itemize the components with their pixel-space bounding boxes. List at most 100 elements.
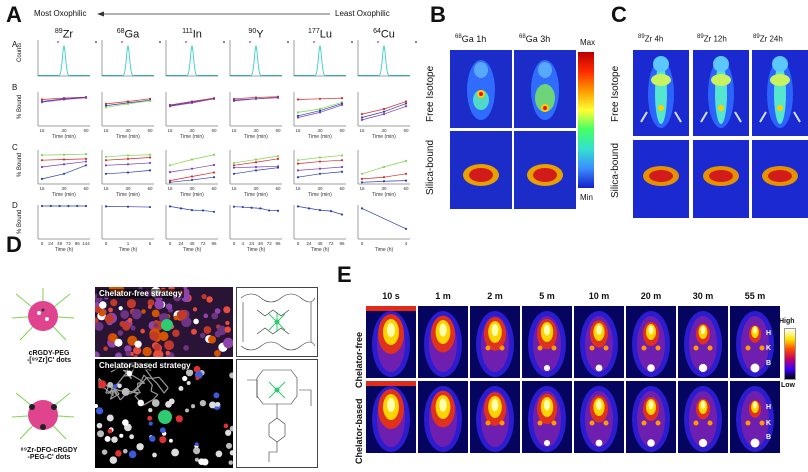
- gamma-spectrum-zr: [38, 40, 97, 76]
- time-label-2: 2 m: [470, 291, 520, 301]
- row-b-plot-zr: 15 30 60 Time (min): [38, 92, 90, 140]
- svg-text:96: 96: [211, 241, 217, 246]
- svg-text:48: 48: [189, 241, 195, 246]
- panel-e-row2-label: Chelator-based: [354, 398, 364, 464]
- chelator-based-dot-illustration: [8, 385, 78, 445]
- chelator-free-frame-0: [366, 306, 416, 378]
- svg-text:24: 24: [48, 241, 54, 246]
- svg-text:30: 30: [61, 128, 67, 133]
- gamma-spectrum-in: [166, 40, 225, 76]
- chelator-free-structure-diagram: [236, 287, 318, 357]
- svg-text:30: 30: [61, 186, 67, 191]
- time-label-4: 10 m: [574, 291, 624, 301]
- svg-text:30: 30: [125, 128, 131, 133]
- time-label-7: 55 m: [730, 291, 780, 301]
- svg-text:Time (min): Time (min): [372, 134, 396, 140]
- chelator-free-frame-4: [574, 306, 624, 378]
- svg-text:24: 24: [178, 241, 184, 246]
- dot1-caption: cRGDY-PEG-[⁸⁹Zr]C' dots: [4, 350, 94, 364]
- chelator-based-frame-1: [418, 381, 468, 453]
- chelator-based-molecular-render: Chelator-based strategy: [95, 359, 233, 468]
- svg-text:Time (min): Time (min): [180, 134, 204, 140]
- time-label-0: 10 s: [366, 291, 416, 301]
- svg-text:Time (h): Time (h): [375, 247, 394, 253]
- svg-text:15: 15: [295, 186, 301, 191]
- svg-text:Time (h): Time (h): [247, 247, 266, 253]
- svg-text:30: 30: [381, 128, 387, 133]
- svg-text:0: 0: [169, 241, 172, 246]
- svg-text:0: 0: [41, 241, 44, 246]
- svg-text:15: 15: [359, 186, 365, 191]
- svg-text:60: 60: [211, 186, 217, 191]
- gamma-spectrum-y: [230, 40, 289, 76]
- svg-text:0: 0: [361, 241, 364, 246]
- svg-text:Time (min): Time (min): [52, 192, 76, 198]
- svg-text:60: 60: [211, 128, 217, 133]
- chelator-free-molecular-render: Chelator-free strategy: [95, 287, 233, 357]
- svg-text:72: 72: [267, 241, 273, 246]
- chelator-free-frame-1: [418, 306, 468, 378]
- svg-text:15: 15: [231, 186, 237, 191]
- svg-text:60: 60: [275, 186, 281, 191]
- svg-text:Time (h): Time (h): [183, 247, 202, 253]
- svg-text:0: 0: [105, 241, 108, 246]
- svg-text:4: 4: [242, 241, 245, 246]
- svg-text:Time (min): Time (min): [244, 134, 268, 140]
- panel-e-color-scale: [784, 328, 796, 380]
- chelator-based-strategy-label: Chelator-based strategy: [97, 361, 193, 370]
- svg-text:60: 60: [83, 128, 89, 133]
- svg-text:24: 24: [249, 241, 255, 246]
- chelator-based-frame-2: [470, 381, 520, 453]
- pet-image-zr-free-3: [752, 50, 808, 136]
- svg-text:Time (min): Time (min): [180, 192, 204, 198]
- svg-text:24: 24: [306, 241, 312, 246]
- svg-text:Time (min): Time (min): [52, 134, 76, 140]
- svg-text:60: 60: [83, 186, 89, 191]
- svg-text:1: 1: [127, 241, 130, 246]
- svg-text:15: 15: [103, 186, 109, 191]
- svg-text:15: 15: [167, 186, 173, 191]
- pet-image-zr-silica-3: [752, 140, 808, 218]
- chelator-free-frame-2: [470, 306, 520, 378]
- svg-text:Time (h): Time (h): [311, 247, 330, 253]
- svg-text:96: 96: [275, 241, 281, 246]
- row-d-plot-cu: 0 4 Time (h): [358, 205, 410, 253]
- svg-text:5: 5: [149, 241, 152, 246]
- pet-image-zr-silica-2: [693, 140, 749, 218]
- organ-label-k-row2: K: [766, 420, 771, 427]
- chelator-based-frame-5: [626, 381, 676, 453]
- svg-text:30: 30: [253, 186, 259, 191]
- svg-text:30: 30: [317, 186, 323, 191]
- svg-text:48: 48: [57, 241, 63, 246]
- scale-high-label: High: [779, 318, 795, 325]
- chelator-free-dot-illustration: [8, 286, 78, 346]
- svg-text:Time (min): Time (min): [308, 192, 332, 198]
- svg-text:60: 60: [339, 128, 345, 133]
- pet-image-zr-silica-1: [633, 140, 689, 218]
- dot2-caption: ⁸⁹Zr-DFO-cRGDY-PEG-C' dots: [4, 447, 94, 461]
- pet-image-zr-free-2: [693, 50, 749, 136]
- svg-text:60: 60: [147, 186, 153, 191]
- svg-text:Time (min): Time (min): [372, 192, 396, 198]
- svg-text:60: 60: [403, 128, 409, 133]
- svg-text:15: 15: [39, 128, 45, 133]
- svg-text:60: 60: [147, 128, 153, 133]
- svg-text:4: 4: [405, 241, 408, 246]
- chelator-free-frame-7: [730, 306, 780, 378]
- scale-low-label: Low: [781, 382, 795, 389]
- organ-label-b-row1: B: [766, 360, 771, 367]
- svg-text:72: 72: [328, 241, 334, 246]
- svg-text:48: 48: [258, 241, 264, 246]
